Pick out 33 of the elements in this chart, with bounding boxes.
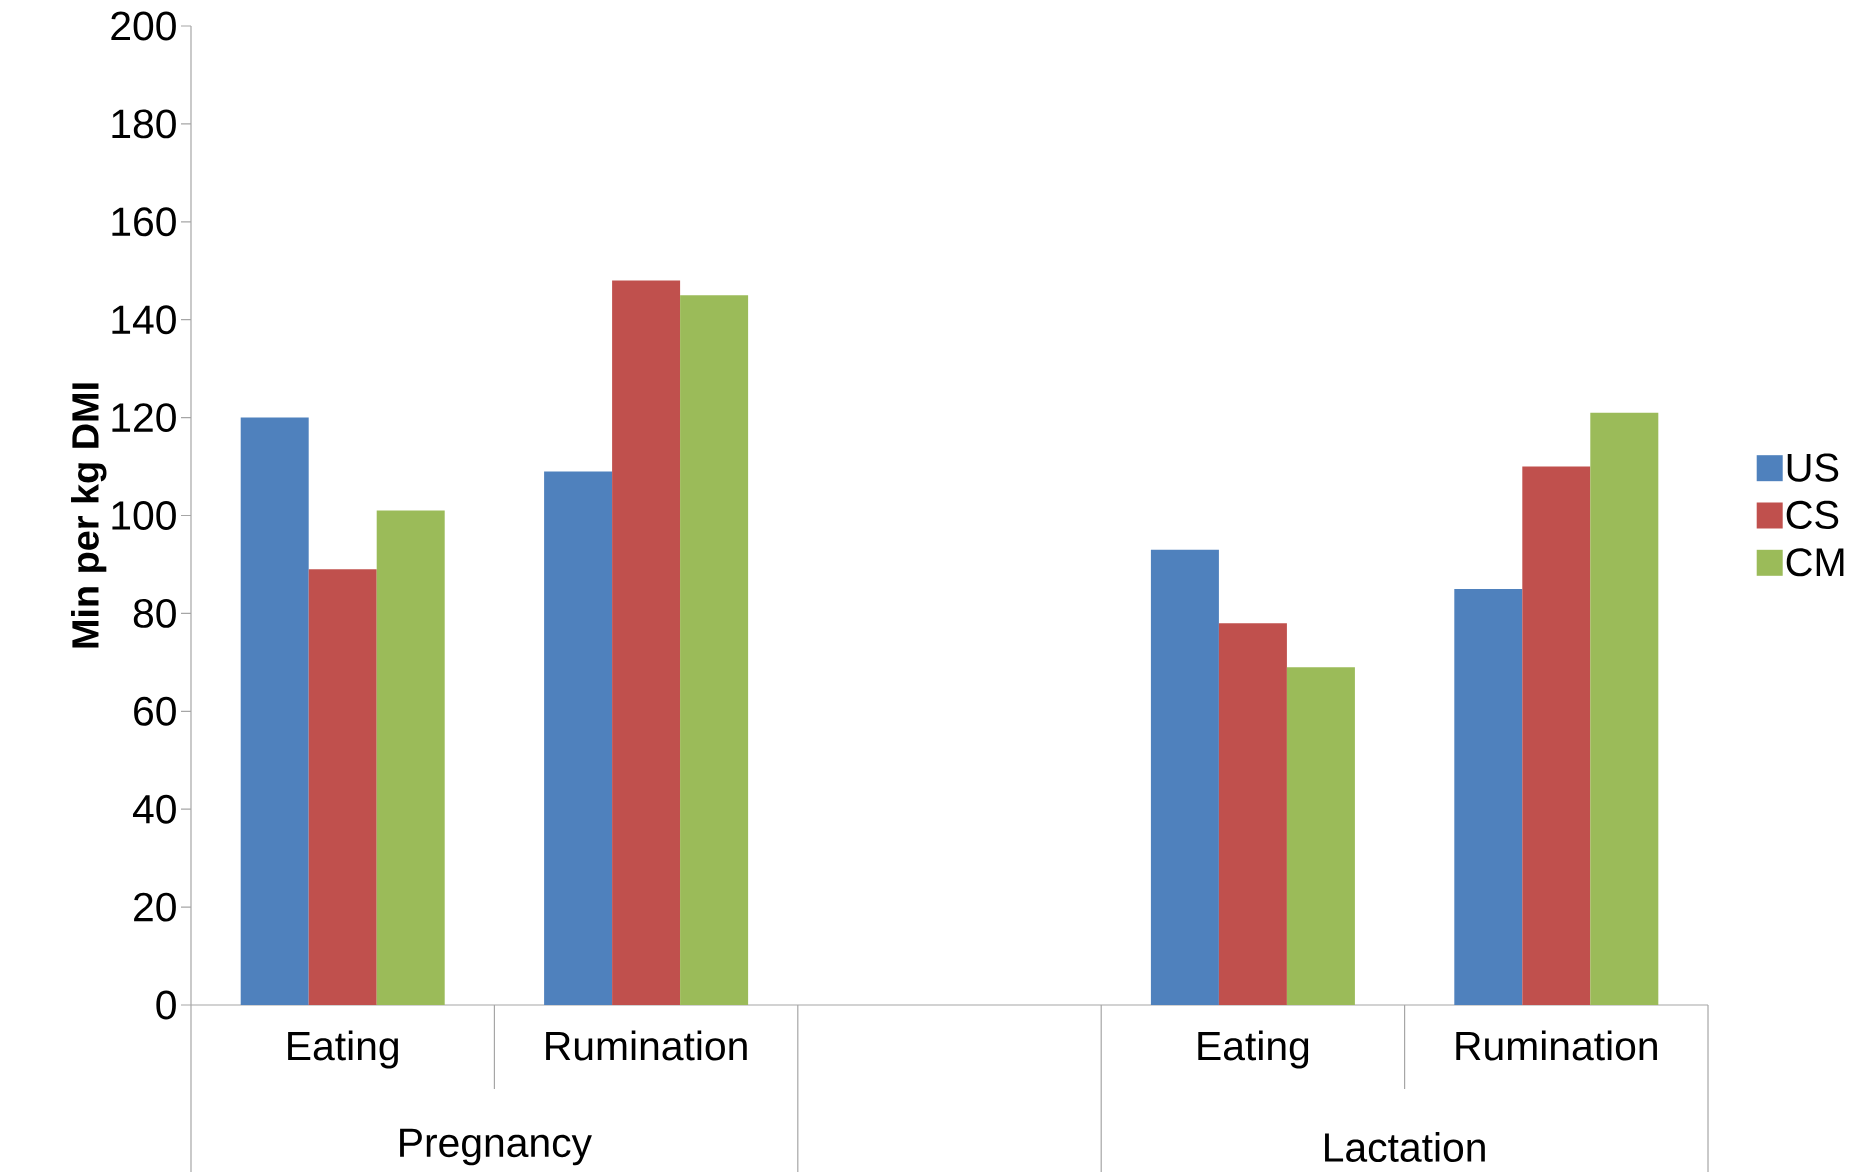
text: Pregnancy: [400, 1128, 592, 1166]
x-tick-label: Rumination: [546, 1030, 747, 1061]
bar: [680, 295, 749, 1005]
bar: [240, 417, 309, 1005]
bar: [1286, 667, 1355, 1005]
y-tick-label: 140: [112, 305, 176, 335]
y-tick-label: 80: [133, 598, 176, 628]
bar: [1590, 412, 1659, 1005]
bar: [544, 471, 613, 1005]
bar: [612, 280, 681, 1005]
y-tick-label: 160: [112, 207, 176, 237]
bar: [308, 569, 377, 1005]
y-tick-label: 180: [112, 109, 176, 139]
x-tick-label: Rumination: [1456, 1030, 1657, 1061]
bar: [376, 510, 445, 1005]
text: Lactation: [1325, 1132, 1485, 1163]
legend-label: CM: [1786, 548, 1844, 577]
legend-label: CS: [1786, 500, 1839, 530]
y-tick-label: 120: [112, 403, 176, 433]
bar: [1218, 623, 1287, 1005]
y-tick-label: 0: [156, 990, 176, 1020]
bar: [1522, 466, 1591, 1005]
bar: [1150, 549, 1219, 1005]
y-tick-label: 200: [111, 11, 176, 41]
y-tick-label: 100: [112, 501, 176, 530]
legend-label: US: [1787, 453, 1839, 482]
y-tick-label: 20: [134, 892, 176, 922]
x-tick-label: Eating: [1198, 1030, 1309, 1069]
y-tick-label: 60: [134, 696, 176, 726]
x-tick-label: Eating: [288, 1030, 398, 1069]
y-axis-title: Min per kg DMI: [71, 383, 107, 648]
bar: [1454, 588, 1523, 1005]
y-tick-label: 40: [132, 794, 176, 824]
